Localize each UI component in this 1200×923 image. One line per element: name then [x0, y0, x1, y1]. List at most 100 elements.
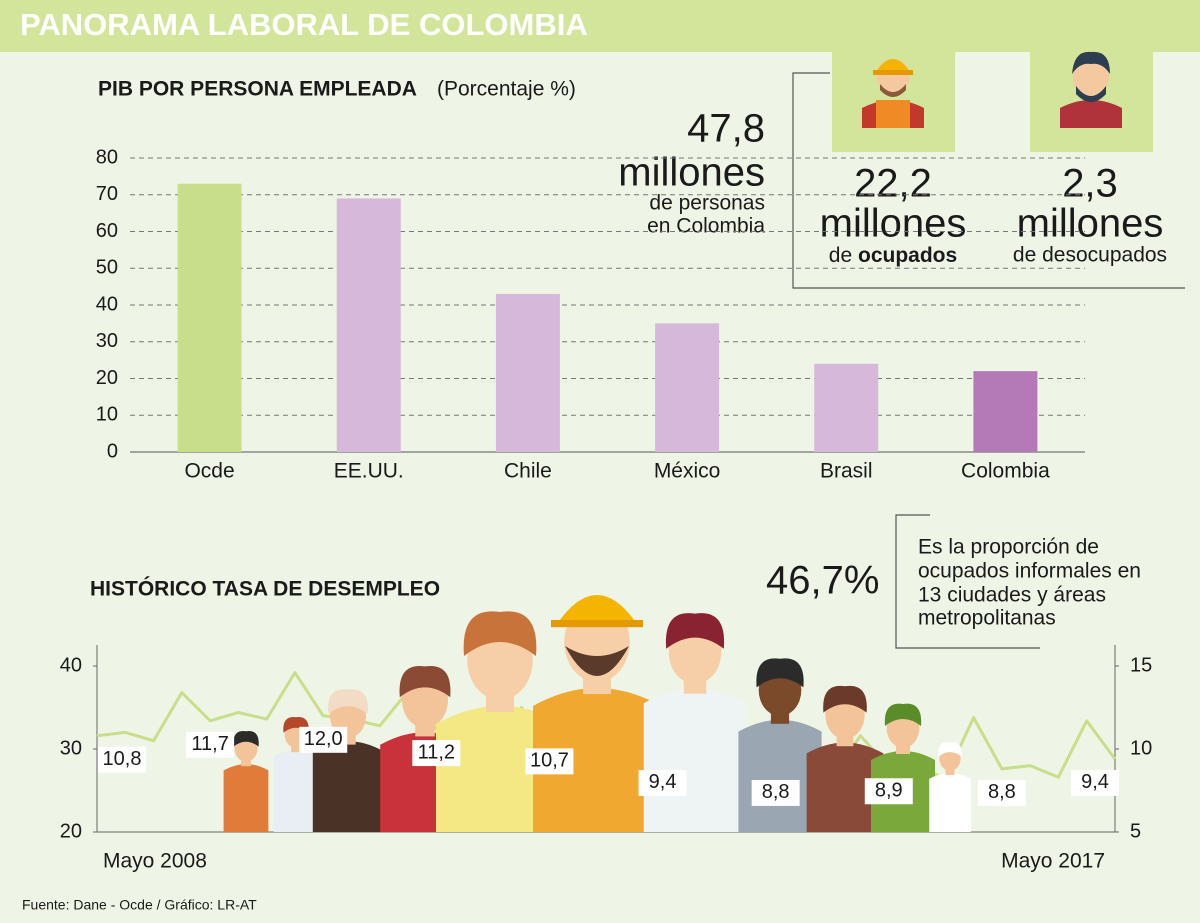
person-body — [273, 750, 319, 832]
x-tick-label: Brasil — [820, 460, 873, 483]
person-hair — [399, 665, 451, 698]
y-tick-label: 20 — [96, 367, 118, 389]
source: Fuente: Dane - Ocde / Gráfico: LR-AT — [22, 897, 257, 913]
x-tick-label: Ocde — [184, 460, 234, 483]
informal-frame — [895, 514, 1040, 649]
x-tick-label: EE.UU. — [334, 460, 404, 483]
y-tick-label: 30 — [96, 330, 118, 352]
person-hair — [233, 730, 259, 747]
value-label: 8,9 — [875, 780, 903, 802]
value-label: 10,7 — [530, 750, 569, 772]
stat-unit: millones — [1017, 202, 1164, 246]
stat-text: de desocupados — [1013, 244, 1167, 267]
y2-tick-label: 10 — [1130, 737, 1152, 759]
stat-value: 2,3 — [1062, 162, 1118, 206]
bar — [495, 293, 560, 452]
value-label: 9,4 — [649, 771, 677, 793]
y2-tick-label: 5 — [1130, 820, 1141, 842]
stat-bold: ocupados — [858, 244, 957, 267]
stat-text: 13 ciudades y áreas — [918, 584, 1106, 607]
value-label-bg — [98, 746, 146, 773]
stat-unit: millones — [618, 151, 765, 195]
person-body — [929, 772, 971, 832]
y-tick-label: 40 — [60, 654, 82, 676]
stat-value: 46,7% — [766, 559, 879, 603]
bar-chart-subtitle: (Porcentaje %) — [437, 78, 576, 101]
stats-frame — [792, 72, 1185, 289]
stat-unit: millones — [820, 202, 967, 246]
value-label-bg — [751, 779, 800, 806]
stat-text: de ocupados — [829, 244, 957, 267]
header-title: PANORAMA LABORAL DE COLOMBIA — [20, 7, 588, 42]
person-body — [806, 742, 884, 832]
value-label-bg — [299, 726, 348, 753]
person-helmet — [557, 595, 637, 624]
line-chart-title: HISTÓRICO TASA DE DESEMPLEO — [90, 577, 440, 601]
x-tick-label: Mayo 2017 — [1001, 850, 1105, 873]
person-body — [533, 688, 661, 832]
stat-value: 22,2 — [854, 162, 932, 206]
x-tick-label: Chile — [504, 460, 552, 483]
value-label: 8,8 — [762, 781, 790, 803]
bar — [655, 323, 720, 452]
value-label-bg — [1071, 769, 1119, 796]
person-beard — [565, 646, 629, 676]
person-hair — [756, 658, 804, 688]
people-illustration — [223, 595, 971, 832]
value-label: 9,4 — [1081, 771, 1109, 793]
value-label: 11,7 — [191, 733, 228, 755]
person-hair — [884, 703, 922, 726]
value-label: 12,0 — [304, 728, 343, 750]
y-tick-label: 10 — [96, 404, 118, 426]
y-tick-label: 20 — [60, 820, 82, 842]
bar — [177, 183, 242, 452]
person-hair — [823, 685, 867, 713]
y-tick-label: 50 — [96, 257, 118, 279]
person-helmet-brim — [551, 620, 643, 628]
person-hair — [938, 742, 962, 757]
person-body — [436, 706, 564, 832]
person-body — [312, 741, 384, 832]
line-labels: 10,8 11,7 12,0 11,2 10,7 9,4 8,8 8,9 8,8 9,4 — [98, 726, 1119, 806]
stat-value: 47,8 — [687, 107, 765, 151]
bar — [336, 198, 401, 452]
person-hair — [463, 611, 537, 656]
value-label-bg — [412, 740, 461, 767]
value-label-bg — [525, 748, 574, 775]
x-tick-label: Colombia — [961, 460, 1050, 483]
value-label: 10,8 — [103, 748, 142, 770]
bar — [814, 363, 879, 452]
stat-text: en Colombia — [647, 215, 765, 238]
person-body — [223, 764, 269, 832]
stat-text: de personas — [649, 192, 765, 215]
y-tick-label: 40 — [96, 293, 118, 315]
value-label-bg — [864, 778, 913, 805]
value-label: 8,8 — [988, 781, 1016, 803]
value-label-bg — [638, 769, 687, 796]
bar-chart-title: PIB POR PERSONA EMPLEADA — [98, 78, 417, 101]
person-hair — [665, 613, 725, 649]
x-tick-label: México — [654, 460, 721, 483]
stat-text: metropolitanas — [918, 607, 1056, 630]
bar — [973, 371, 1038, 452]
y-tick-label: 30 — [60, 737, 82, 759]
y-tick-label: 70 — [96, 183, 118, 205]
stat-text: ocupados informales en — [918, 560, 1141, 583]
person-body — [643, 688, 747, 832]
y-tick-label: 0 — [107, 440, 118, 462]
stat-prefix: de — [829, 244, 852, 267]
person-hair — [328, 689, 368, 714]
value-label-bg — [186, 731, 235, 758]
header-band — [0, 0, 1200, 52]
y-tick-label: 60 — [96, 220, 118, 242]
y-tick-label: 80 — [96, 146, 118, 168]
stat-text: Es la proporción de — [918, 536, 1099, 559]
x-tick-label: Mayo 2008 — [103, 850, 207, 873]
bar-chart: 0 10 20 30 40 50 60 70 80 Ocde EE.UU. Chile México Br… — [96, 146, 1085, 483]
value-label: 11,2 — [418, 741, 455, 763]
icon-unemployed — [1030, 30, 1153, 152]
y2-tick-label: 15 — [1130, 654, 1152, 676]
icon-worker — [832, 30, 955, 152]
